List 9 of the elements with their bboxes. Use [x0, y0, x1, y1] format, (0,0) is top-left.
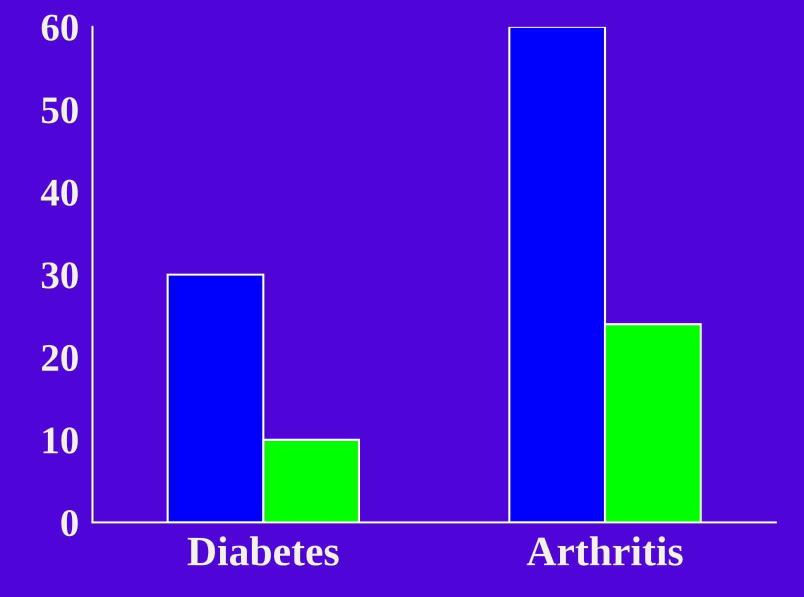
x-tick-label: Diabetes	[188, 536, 339, 566]
y-tick-label: 30	[42, 262, 78, 288]
y-tick-label: 60	[42, 14, 78, 41]
y-tick-label: 40	[40, 180, 78, 206]
y-tick-label: 0	[61, 510, 78, 536]
y-tick-label: 50	[42, 97, 78, 124]
y-tick-label: 10	[43, 427, 78, 454]
x-tick-label: Arthritis	[526, 536, 683, 566]
y-tick-label: 20	[42, 344, 78, 372]
